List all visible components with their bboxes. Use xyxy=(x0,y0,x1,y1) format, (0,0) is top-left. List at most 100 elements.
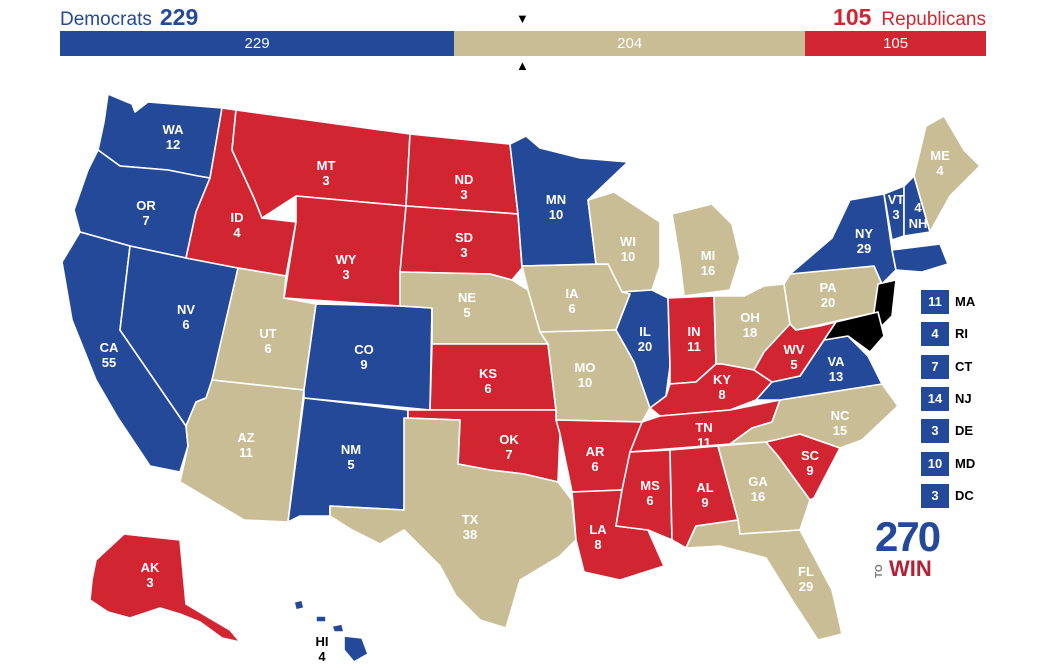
state-label-sd: SD xyxy=(455,230,473,245)
state-label-mn: MN xyxy=(546,192,566,207)
small-state-box-ri[interactable]: 4 xyxy=(921,322,949,347)
state-ev-hi: 4 xyxy=(318,649,326,664)
state-ev-nv: 6 xyxy=(182,317,189,332)
state-ev-ky: 8 xyxy=(718,387,725,402)
small-state-label-md: MD xyxy=(955,455,976,471)
state-ev-sd: 3 xyxy=(460,245,467,260)
state-ev-nm: 5 xyxy=(347,457,354,472)
state-ev-pa: 20 xyxy=(821,295,835,310)
state-ev-nh: 4 xyxy=(914,200,922,215)
small-state-label-ri: RI xyxy=(955,326,968,342)
state-ev-sc: 9 xyxy=(806,463,813,478)
state-ev-in: 11 xyxy=(687,339,701,354)
tossup-bar-segment: 204 xyxy=(454,31,806,56)
state-label-co: CO xyxy=(354,342,374,357)
state-label-wa: WA xyxy=(163,122,185,137)
state-ev-ar: 6 xyxy=(591,459,598,474)
state-label-nd: ND xyxy=(455,172,474,187)
state-ak[interactable] xyxy=(89,533,241,643)
state-ev-mt: 3 xyxy=(322,173,329,188)
state-label-ks: KS xyxy=(479,366,497,381)
state-label-wi: WI xyxy=(620,234,636,249)
state-fl[interactable] xyxy=(685,519,843,641)
state-ev-mo: 10 xyxy=(578,375,592,390)
small-state-box-ma[interactable]: 11 xyxy=(921,290,949,314)
small-state-box-dc[interactable]: 3 xyxy=(921,483,949,508)
state-hi[interactable] xyxy=(293,599,369,663)
state-nc[interactable] xyxy=(729,383,899,449)
state-ev-tx: 38 xyxy=(463,527,477,542)
democrats-header: Democrats 229 xyxy=(60,4,198,31)
state-ev-tn: 11 xyxy=(697,435,711,450)
small-state-box-md[interactable]: 10 xyxy=(921,451,949,476)
state-ev-ia: 6 xyxy=(568,301,575,316)
state-label-ia: IA xyxy=(566,286,580,301)
state-label-wy: WY xyxy=(336,252,357,267)
270-marker-up-icon: ▲ xyxy=(516,58,529,73)
electoral-vote-bar: 229 204 105 xyxy=(60,31,986,56)
state-ev-ak: 3 xyxy=(146,575,153,590)
state-ev-wi: 10 xyxy=(621,249,635,264)
small-state-label-ma: MA xyxy=(955,294,976,309)
state-ev-ok: 7 xyxy=(505,447,512,462)
state-label-vt: VT xyxy=(888,192,905,207)
state-label-id: ID xyxy=(231,210,244,225)
small-state-box-nj[interactable]: 14 xyxy=(921,386,949,411)
state-label-ak: AK xyxy=(141,560,160,575)
democrats-label: Democrats xyxy=(60,9,152,30)
state-label-mi: MI xyxy=(701,248,715,263)
state-ev-vt: 3 xyxy=(892,207,899,222)
state-ev-mi: 16 xyxy=(701,263,715,278)
state-label-il: IL xyxy=(639,324,651,339)
state-ev-wv: 5 xyxy=(790,357,797,372)
270towin-logo[interactable]: 270 TO WIN xyxy=(873,516,943,582)
state-label-oh: OH xyxy=(740,310,760,325)
state-mn[interactable] xyxy=(509,135,629,267)
state-label-mt: MT xyxy=(317,158,336,173)
logo-to: TO xyxy=(874,564,885,578)
state-ev-va: 13 xyxy=(829,369,843,384)
logo-number: 270 xyxy=(875,513,941,560)
small-state-label-dc: DC xyxy=(955,487,974,503)
state-label-hi: HI xyxy=(316,634,329,649)
state-label-ok: OK xyxy=(499,432,519,447)
state-ev-oh: 18 xyxy=(743,325,757,340)
rep-bar-segment: 105 xyxy=(805,31,986,56)
small-state-box-de[interactable]: 3 xyxy=(921,419,949,444)
democrats-total: 229 xyxy=(159,4,199,30)
state-md[interactable] xyxy=(823,311,885,353)
state-label-nh: NH xyxy=(909,216,928,231)
state-ev-ny: 29 xyxy=(857,241,871,256)
state-nj[interactable] xyxy=(873,279,897,327)
dem-bar-segment: 229 xyxy=(60,31,455,56)
state-label-nc: NC xyxy=(831,408,850,423)
state-ev-az: 11 xyxy=(239,445,253,460)
state-label-sc: SC xyxy=(801,448,820,463)
state-label-nm: NM xyxy=(341,442,361,457)
state-ev-nd: 3 xyxy=(460,187,467,202)
state-co[interactable] xyxy=(303,303,433,411)
state-label-pa: PA xyxy=(819,280,837,295)
state-label-ms: MS xyxy=(640,478,660,493)
small-state-label-ct: CT xyxy=(955,358,973,374)
state-wy[interactable] xyxy=(283,195,407,307)
state-me[interactable] xyxy=(913,115,981,233)
small-state-box-ct[interactable]: 7 xyxy=(921,354,949,379)
state-label-ar: AR xyxy=(586,444,605,459)
state-label-mo: MO xyxy=(575,360,596,375)
state-label-ca: CA xyxy=(100,340,119,355)
state-ev-id: 4 xyxy=(233,225,241,240)
state-ev-me: 4 xyxy=(936,163,944,178)
state-label-az: AZ xyxy=(237,430,254,445)
state-ev-or: 7 xyxy=(142,213,149,228)
state-label-la: LA xyxy=(589,522,607,537)
270-marker-down-icon: ▼ xyxy=(516,11,529,26)
state-label-me: ME xyxy=(930,148,950,163)
state-ma-ct-ri[interactable] xyxy=(891,243,949,273)
small-state-label-nj: NJ xyxy=(955,390,972,406)
state-tx[interactable] xyxy=(329,417,577,629)
state-ev-wy: 3 xyxy=(342,267,349,282)
state-mi[interactable] xyxy=(671,203,741,297)
state-ev-ms: 6 xyxy=(646,493,653,508)
